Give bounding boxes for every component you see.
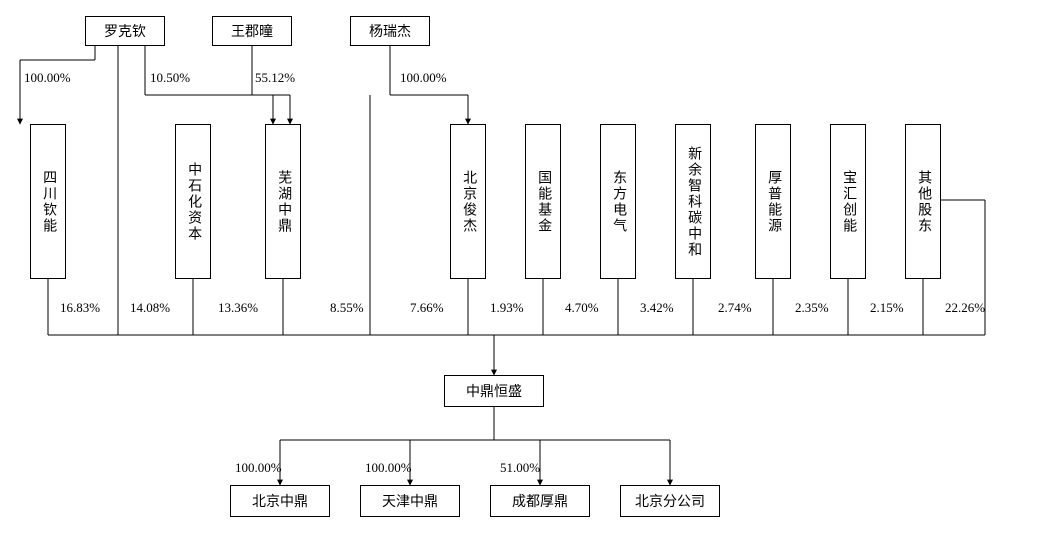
shareholder-dfdq-label: 东方电气 [609,170,627,234]
sub-cdhd-label: 成都厚鼎 [512,491,568,511]
bpct-b2: 100.00% [365,460,412,476]
shareholder-xyzk: 新余智科碳中和 [675,124,711,279]
sub-tjzd: 天津中鼎 [360,485,460,517]
shareholder-hpny: 厚普能源 [755,124,791,279]
shareholder-zshzb: 中石化资本 [175,124,211,279]
sub-cdhd: 成都厚鼎 [490,485,590,517]
mpct-n3: 13.36% [218,300,258,316]
mpct-n10l: 2.15% [870,300,904,316]
sub-bjfgs-label: 北京分公司 [635,491,705,511]
mpct-n9: 2.35% [795,300,829,316]
sub-bjzd: 北京中鼎 [230,485,330,517]
person-wang: 王郡曈 [212,16,292,46]
pct-luo-sichuan: 100.00% [24,70,71,86]
mpct-n7: 3.42% [640,300,674,316]
pct-wang-wuhu: 55.12% [255,70,295,86]
shareholder-other-label: 其他股东 [914,170,932,234]
shareholder-sichuan-label: 四川钦能 [39,170,57,234]
shareholder-xyzk-label: 新余智科碳中和 [684,146,702,258]
person-yang-label: 杨瑞杰 [369,21,411,41]
sub-tjzd-label: 天津中鼎 [382,491,438,511]
shareholder-gnjj-label: 国能基金 [534,170,552,234]
shareholder-other: 其他股东 [905,124,941,279]
bpct-b1: 100.00% [235,460,282,476]
center-company-label: 中鼎恒盛 [466,381,522,401]
mpct-n6: 4.70% [565,300,599,316]
shareholder-sichuan: 四川钦能 [30,124,66,279]
person-luo: 罗克钦 [85,16,165,46]
shareholder-wuhu: 芜湖中鼎 [265,124,301,279]
shareholder-bjjj-label: 北京俊杰 [459,170,477,234]
shareholder-bhcn: 宝汇创能 [830,124,866,279]
sub-bjfgs: 北京分公司 [620,485,720,517]
shareholder-gnjj: 国能基金 [525,124,561,279]
mpct-n1: 16.83% [60,300,100,316]
mpct-n5: 1.93% [490,300,524,316]
mpct-n4l: 8.55% [330,300,364,316]
shareholder-hpny-label: 厚普能源 [764,170,782,234]
person-luo-label: 罗克钦 [104,21,146,41]
mpct-n4: 7.66% [410,300,444,316]
person-wang-label: 王郡曈 [231,21,273,41]
shareholder-bhcn-label: 宝汇创能 [839,170,857,234]
shareholder-bjjj: 北京俊杰 [450,124,486,279]
mpct-n10: 22.26% [945,300,985,316]
shareholder-wuhu-label: 芜湖中鼎 [274,170,292,234]
mpct-n8: 2.74% [718,300,752,316]
mpct-n2: 14.08% [130,300,170,316]
shareholder-dfdq: 东方电气 [600,124,636,279]
pct-luo-wuhu: 10.50% [150,70,190,86]
center-company: 中鼎恒盛 [444,375,544,407]
shareholder-zshzb-label: 中石化资本 [184,162,202,242]
bpct-b3: 51.00% [500,460,540,476]
pct-yang-bj: 100.00% [400,70,447,86]
person-yang: 杨瑞杰 [350,16,430,46]
sub-bjzd-label: 北京中鼎 [252,491,308,511]
